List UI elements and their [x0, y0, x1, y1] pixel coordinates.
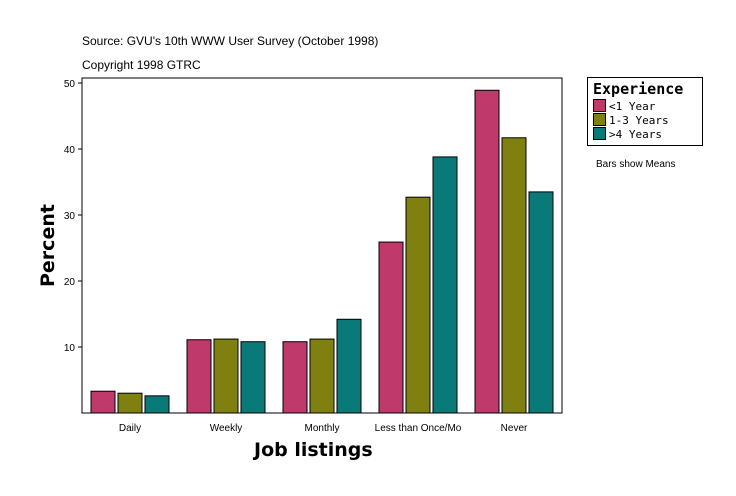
bar	[90, 390, 116, 414]
legend-label: >4 Years	[609, 128, 662, 141]
bar	[474, 89, 500, 414]
bar	[117, 392, 143, 414]
bar	[240, 341, 266, 414]
legend-swatch	[593, 127, 606, 140]
bar	[405, 196, 431, 414]
bar	[282, 341, 308, 414]
legend-title: Experience	[593, 80, 684, 98]
x-tick-label: Less than Once/Mo	[375, 423, 462, 434]
legend-swatch	[593, 113, 606, 126]
bar	[378, 241, 404, 414]
legend-item: >4 Years	[593, 127, 662, 141]
bar	[501, 137, 527, 414]
y-axis-label: Percent	[37, 204, 59, 287]
x-tick-label: Daily	[119, 423, 141, 434]
x-tick-label: Monthly	[304, 423, 339, 434]
legend-label: 1-3 Years	[609, 114, 669, 127]
y-tick-label: 10	[64, 343, 76, 354]
legend-label: <1 Year	[609, 100, 656, 113]
legend-swatch	[593, 99, 606, 112]
x-tick-label: Weekly	[210, 423, 243, 434]
y-tick-label: 50	[64, 79, 76, 90]
legend-item: <1 Year	[593, 99, 655, 113]
x-tick-label: Never	[501, 423, 528, 434]
y-tick-label: 30	[64, 211, 76, 222]
bar	[528, 191, 554, 414]
bar	[186, 339, 212, 414]
bar	[336, 318, 362, 414]
y-tick-label: 40	[64, 145, 76, 156]
bar	[144, 395, 170, 414]
chart-title: Source: GVU's 10th WWW User Survey (Octo…	[82, 34, 379, 48]
chart-subtitle: Copyright 1998 GTRC	[82, 58, 201, 72]
bar	[309, 338, 335, 414]
legend-item: 1-3 Years	[593, 113, 669, 127]
bar	[213, 338, 239, 414]
x-axis-label: Job listings	[254, 439, 373, 461]
chart-note: Bars show Means	[596, 159, 676, 170]
legend: Experience <1 Year 1-3 Years >4 Years	[587, 77, 703, 146]
y-tick-label: 20	[64, 277, 76, 288]
bar	[432, 156, 458, 414]
